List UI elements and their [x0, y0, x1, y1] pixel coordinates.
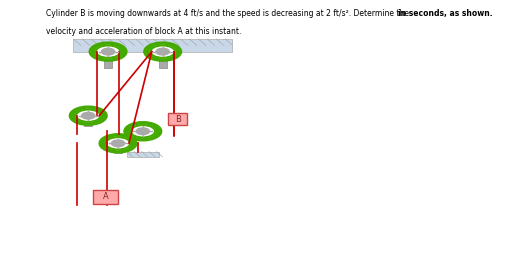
FancyBboxPatch shape	[159, 52, 167, 68]
Circle shape	[136, 128, 150, 135]
FancyBboxPatch shape	[168, 113, 188, 125]
Circle shape	[101, 48, 115, 55]
Circle shape	[99, 134, 137, 153]
Circle shape	[69, 106, 107, 125]
Text: B: B	[175, 115, 180, 124]
FancyBboxPatch shape	[93, 190, 118, 204]
FancyBboxPatch shape	[104, 52, 112, 68]
FancyBboxPatch shape	[84, 116, 92, 126]
Text: Cylinder B is moving downwards at 4 ft/s and the speed is decreasing at 2 ft/s².: Cylinder B is moving downwards at 4 ft/s…	[46, 9, 409, 18]
Circle shape	[106, 137, 130, 150]
Circle shape	[151, 45, 175, 58]
Circle shape	[82, 112, 95, 119]
Circle shape	[112, 140, 124, 147]
Circle shape	[76, 109, 101, 122]
Text: A: A	[103, 192, 108, 201]
FancyBboxPatch shape	[114, 143, 122, 153]
Circle shape	[131, 125, 155, 137]
FancyBboxPatch shape	[74, 39, 232, 52]
Circle shape	[96, 45, 120, 58]
FancyBboxPatch shape	[139, 125, 147, 138]
FancyBboxPatch shape	[126, 152, 159, 157]
Circle shape	[89, 42, 127, 61]
Circle shape	[144, 42, 181, 61]
Text: in seconds, as shown.: in seconds, as shown.	[398, 9, 493, 18]
Text: velocity and acceleration of block A at this instant.: velocity and acceleration of block A at …	[46, 26, 242, 36]
Circle shape	[124, 122, 162, 141]
Circle shape	[156, 48, 169, 55]
